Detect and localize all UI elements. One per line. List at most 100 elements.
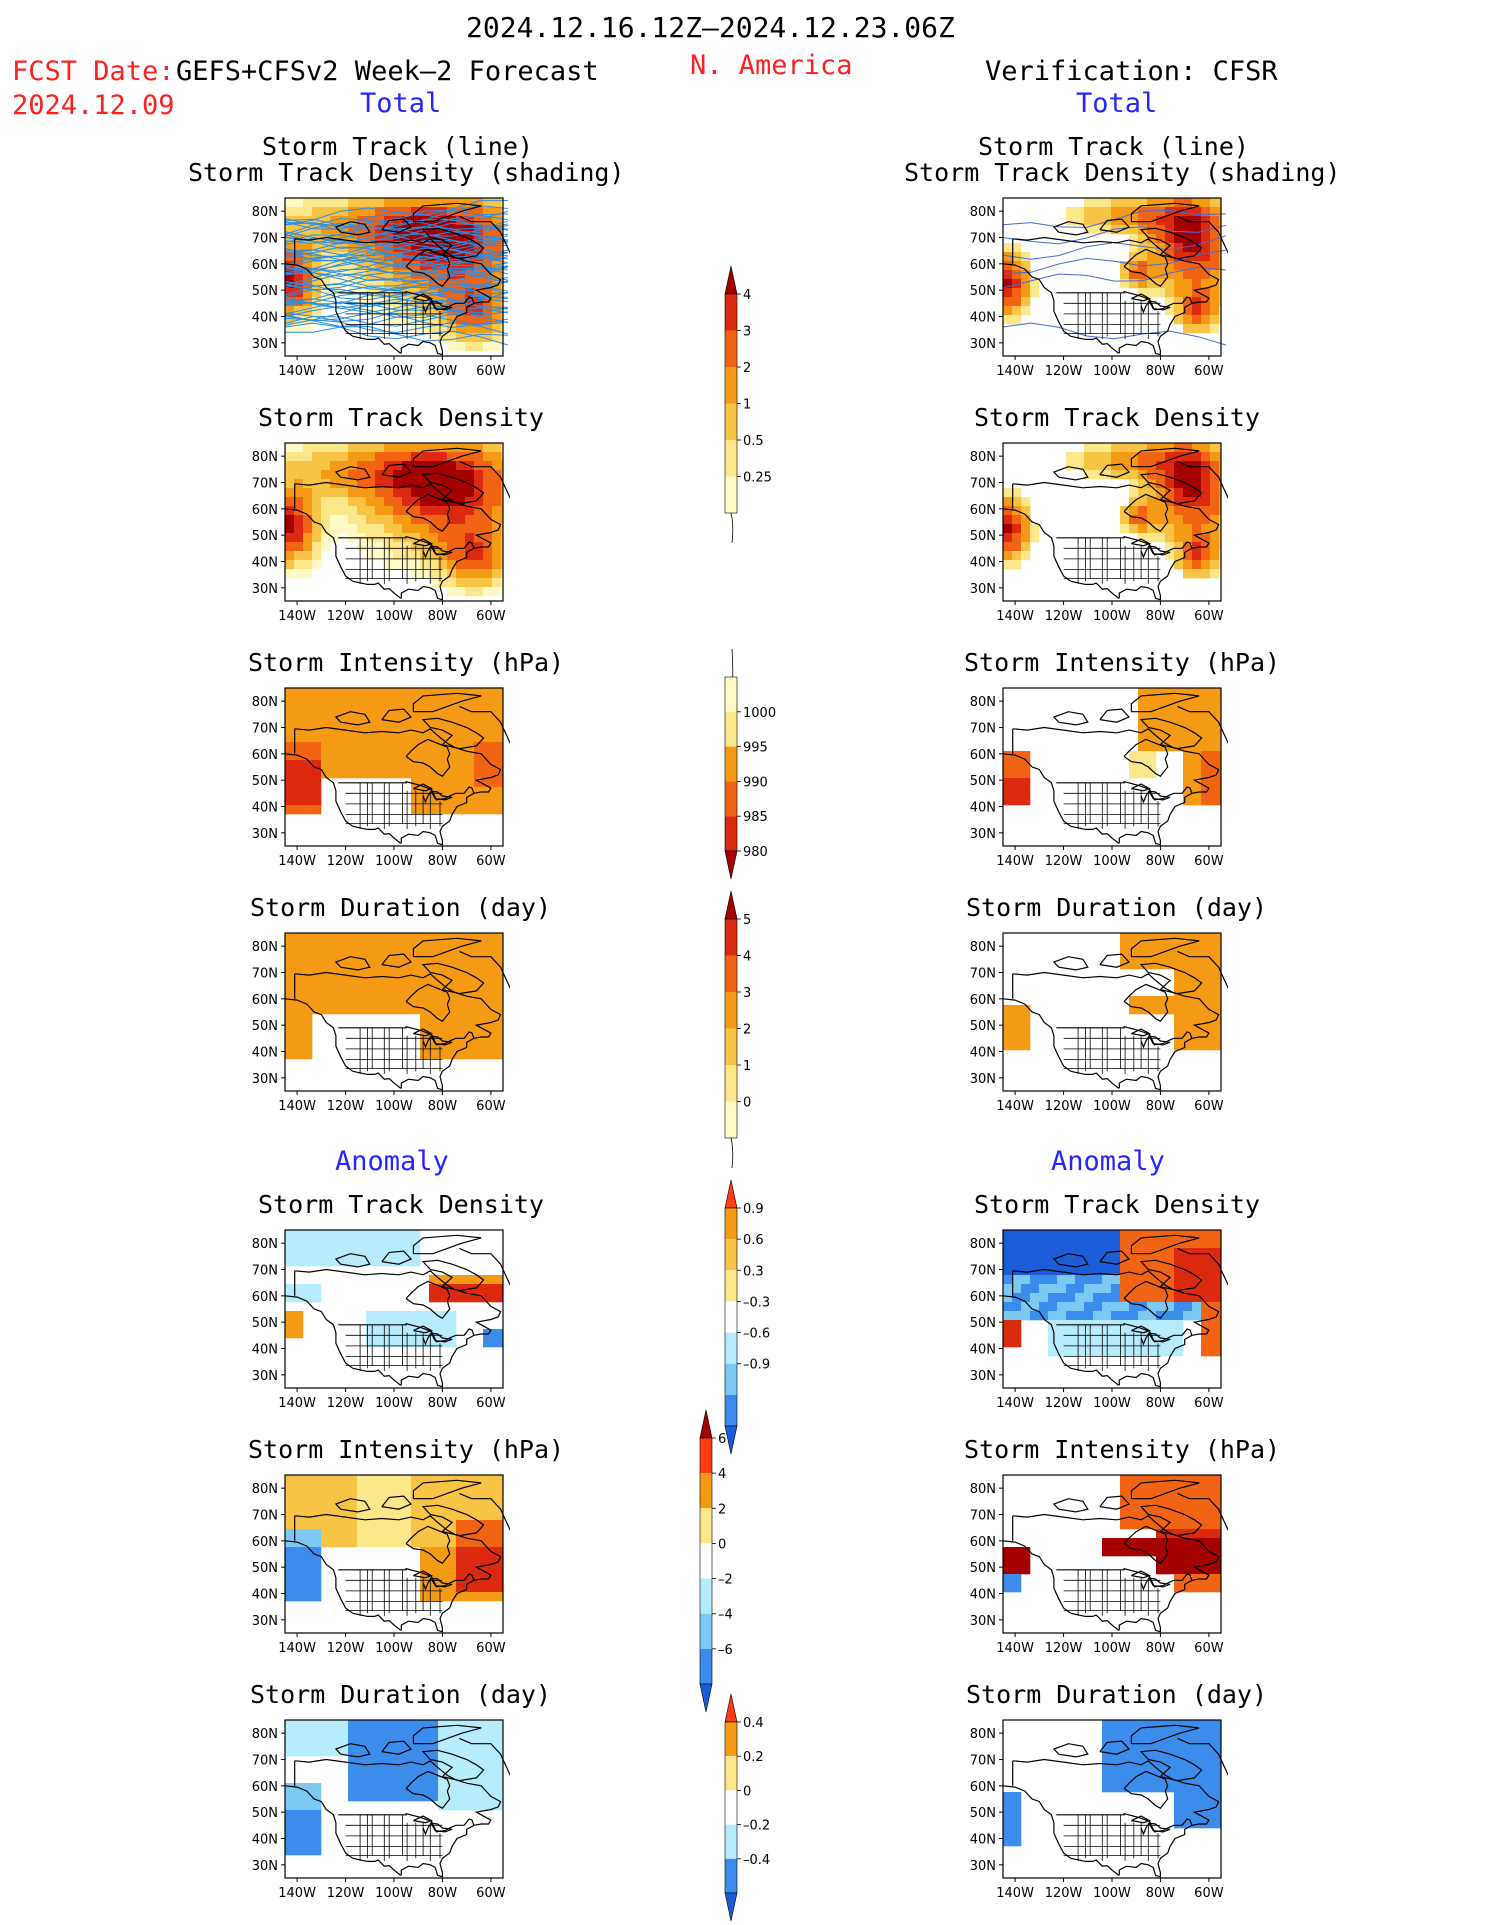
lon-label: 60W <box>476 1641 506 1656</box>
colorbar-anomaly-intensity: 6 4 2 0 –2 –4 –6 <box>699 1409 733 1713</box>
title-anom-duration-right: Storm Duration (day) <box>966 1680 1268 1709</box>
lat-label: 40N <box>252 1833 278 1848</box>
lon-label: 100W <box>375 1886 413 1901</box>
lat-label: 30N <box>970 337 996 352</box>
lon-label: 120W <box>327 1396 365 1411</box>
lon-label: 60W <box>1194 1396 1224 1411</box>
title-track-shading-left: Storm Track Density (shading) <box>188 158 625 187</box>
lat-label: 60N <box>252 993 278 1008</box>
title-track-line-left: Storm Track (line) <box>262 132 533 161</box>
lat-label: 80N <box>970 695 996 710</box>
region-title: N. America <box>690 50 853 81</box>
colorbar-label: 3 <box>743 325 751 340</box>
lon-label: 120W <box>327 609 365 624</box>
lon-label: 100W <box>375 1641 413 1656</box>
colorbar-label: 0.6 <box>743 1233 764 1248</box>
lon-label: 140W <box>996 1396 1034 1411</box>
colorbar-label: 0 <box>718 1537 726 1552</box>
lon-label: 120W <box>1045 1099 1083 1114</box>
title-anom-density-left: Storm Track Density <box>258 1190 544 1219</box>
lat-label: 60N <box>970 503 996 518</box>
lon-label: 80W <box>428 1396 458 1411</box>
colorbar-label: 985 <box>743 810 768 825</box>
lat-label: 50N <box>252 529 278 544</box>
lat-label: 30N <box>252 337 278 352</box>
lon-label: 60W <box>1194 1641 1224 1656</box>
lon-label: 60W <box>1194 609 1224 624</box>
lat-label: 60N <box>970 993 996 1008</box>
lon-label: 80W <box>428 1099 458 1114</box>
lat-label: 30N <box>252 1072 278 1087</box>
lat-label: 80N <box>970 1482 996 1497</box>
title-track-line-right: Storm Track (line) <box>978 132 1249 161</box>
lon-label: 80W <box>428 364 458 379</box>
lat-label: 40N <box>970 311 996 326</box>
lat-label: 40N <box>252 311 278 326</box>
lat-label: 50N <box>970 1019 996 1034</box>
lon-label: 60W <box>476 1396 506 1411</box>
colorbar-label: 990 <box>743 775 768 790</box>
lat-label: 60N <box>252 748 278 763</box>
lat-label: 60N <box>252 503 278 518</box>
title-anom-density-right: Storm Track Density <box>974 1190 1260 1219</box>
lon-label: 120W <box>1045 854 1083 869</box>
title-duration-left: Storm Duration (day) <box>250 893 552 922</box>
lat-label: 40N <box>970 1343 996 1358</box>
lon-label: 60W <box>1194 1099 1224 1114</box>
lon-label: 120W <box>1045 1396 1083 1411</box>
lon-label: 60W <box>476 1099 506 1114</box>
lon-label: 80W <box>428 609 458 624</box>
lon-label: 140W <box>278 1099 316 1114</box>
lon-label: 80W <box>428 854 458 869</box>
title-density-left: Storm Track Density <box>258 403 544 432</box>
lon-label: 80W <box>428 1886 458 1901</box>
lat-label: 50N <box>970 774 996 789</box>
lon-label: 120W <box>1045 1641 1083 1656</box>
colorbar-label: 0 <box>743 1784 751 1799</box>
lat-label: 60N <box>970 1780 996 1795</box>
lat-label: 70N <box>252 477 278 492</box>
lon-label: 80W <box>1146 364 1176 379</box>
lon-label: 140W <box>996 364 1034 379</box>
lon-label: 80W <box>1146 1886 1176 1901</box>
lon-label: 120W <box>1045 364 1083 379</box>
lat-label: 30N <box>970 1072 996 1087</box>
lat-label: 80N <box>970 205 996 220</box>
colorbar-label: 1000 <box>743 706 776 721</box>
lat-label: 80N <box>252 1727 278 1742</box>
lat-label: 30N <box>252 1369 278 1384</box>
colorbar-label: –0.6 <box>743 1327 770 1342</box>
lat-label: 70N <box>252 722 278 737</box>
lon-label: 100W <box>375 609 413 624</box>
colorbar-label: 5 <box>743 913 751 928</box>
lat-label: 60N <box>970 258 996 273</box>
lat-label: 70N <box>970 1509 996 1524</box>
colorbar-label: –4 <box>718 1608 733 1623</box>
section-total-left: Total <box>360 88 442 119</box>
lat-label: 30N <box>970 1369 996 1384</box>
lat-label: 60N <box>252 1780 278 1795</box>
lat-label: 70N <box>252 232 278 247</box>
lat-label: 50N <box>252 284 278 299</box>
lat-label: 30N <box>970 1859 996 1874</box>
lon-label: 80W <box>1146 609 1176 624</box>
section-total-right: Total <box>1076 88 1158 119</box>
lat-label: 30N <box>252 1859 278 1874</box>
colorbar-label: –0.9 <box>743 1358 770 1373</box>
lat-label: 80N <box>970 1727 996 1742</box>
colorbar-label: –0.3 <box>743 1295 770 1310</box>
lat-label: 80N <box>252 450 278 465</box>
colorbar-label: 4 <box>743 288 751 303</box>
lon-label: 60W <box>1194 1886 1224 1901</box>
lat-label: 50N <box>970 1806 996 1821</box>
colorbar-label: –6 <box>718 1643 733 1658</box>
lon-label: 140W <box>278 1886 316 1901</box>
lat-label: 40N <box>252 1343 278 1358</box>
colorbar-label: 0 <box>743 1096 751 1111</box>
lon-label: 60W <box>476 1886 506 1901</box>
